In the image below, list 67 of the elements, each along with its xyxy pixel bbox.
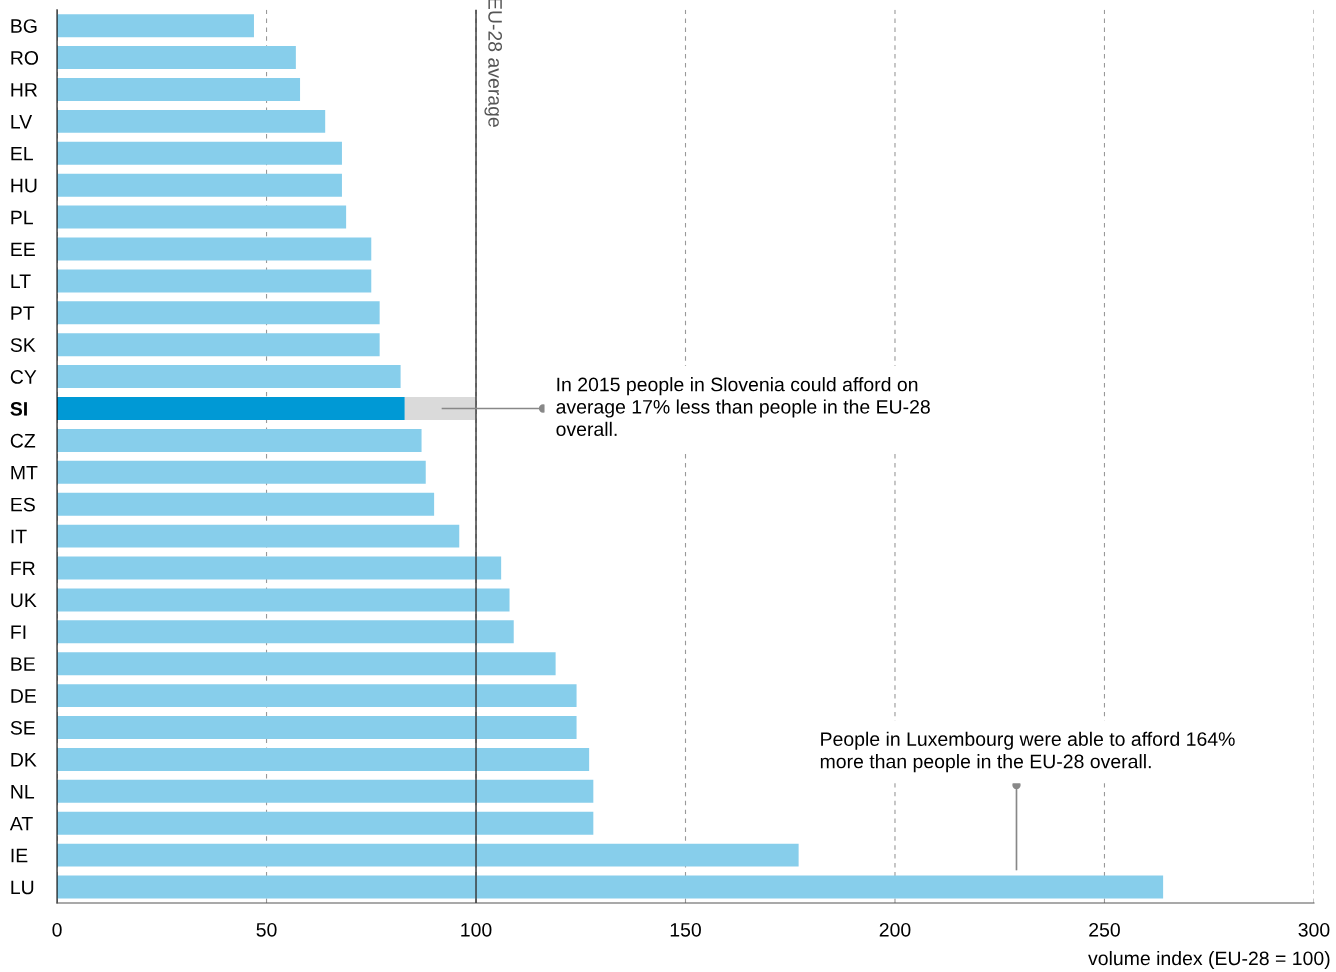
- y-tick-label: IE: [11, 848, 28, 863]
- x-tick-label: 100: [461, 922, 492, 937]
- bar: [57, 875, 1164, 899]
- y-tick-label: AT: [9, 816, 33, 831]
- x-tick-label: 0: [52, 922, 62, 937]
- bar: [57, 301, 380, 325]
- y-tick-label: FI: [11, 625, 26, 639]
- y-tick-label: RO: [11, 51, 39, 65]
- x-tick-label: 200: [879, 922, 911, 937]
- y-tick-label: SI: [10, 401, 27, 416]
- bar: [57, 460, 426, 484]
- bar: [57, 716, 577, 740]
- bar: [57, 524, 460, 548]
- bar: [57, 588, 510, 612]
- y-tick-label: DE: [11, 689, 36, 703]
- y-tick-label: IT: [11, 529, 27, 544]
- y-tick-label: CZ: [10, 433, 36, 448]
- y-tick-label: HR: [11, 83, 38, 97]
- y-tick-label: FR: [11, 561, 35, 576]
- y-tick-label: PT: [11, 306, 35, 320]
- y-tick-label: BG: [11, 19, 37, 33]
- y-tick-label: LT: [11, 274, 31, 288]
- bar: [57, 492, 435, 516]
- bar: [57, 77, 301, 101]
- bar: [57, 365, 401, 389]
- y-tick-label: HU: [11, 178, 37, 193]
- y-tick-label: BE: [11, 657, 35, 671]
- y-tick-label: SK: [10, 338, 36, 352]
- y-tick-label: LV: [11, 115, 33, 129]
- y-tick-label: LU: [11, 880, 34, 895]
- bar: [57, 428, 422, 452]
- y-tick-label: SE: [10, 720, 35, 735]
- bar: [57, 652, 556, 676]
- bar: [57, 684, 577, 708]
- bar: [57, 747, 590, 771]
- bar: [57, 556, 502, 580]
- y-tick-label: DK: [11, 753, 37, 767]
- bar: [57, 109, 326, 133]
- bar: [57, 811, 594, 835]
- y-tick-label: UK: [11, 593, 37, 608]
- y-tick-label: EL: [11, 146, 33, 161]
- bar: [57, 843, 799, 867]
- bar: [57, 779, 594, 803]
- y-tick-label: MT: [11, 465, 38, 480]
- bar: [404, 397, 477, 420]
- bar: [57, 173, 342, 197]
- bar: [57, 237, 372, 261]
- bar: [57, 397, 405, 420]
- bar: [57, 141, 342, 165]
- x-tick-label: 50: [256, 922, 277, 937]
- y-tick-label: NL: [11, 785, 35, 799]
- bar: [57, 333, 380, 357]
- y-tick-label: ES: [11, 497, 35, 512]
- y-tick-label: CY: [10, 370, 37, 384]
- x-tick-label: 150: [670, 922, 701, 937]
- x-tick-label: 300: [1298, 922, 1330, 937]
- y-tick-label: PL: [11, 210, 33, 225]
- bar: [57, 46, 296, 70]
- bar: [57, 14, 254, 38]
- annotation: People in Luxembourg were able to afford 164% more than people in the EU-28 overall.: [820, 731, 1235, 773]
- bar: [57, 269, 372, 293]
- x-axis-title: volume index (EU-28 = 100): [1088, 950, 1330, 970]
- x-tick-label: 250: [1089, 922, 1120, 937]
- bar: [57, 205, 347, 229]
- annotation: In 2015 people in Slovenia could afford on average 17% less than people in the EU-28 overall.: [556, 377, 930, 437]
- y-tick-label: EE: [11, 242, 35, 257]
- bar: [57, 620, 514, 644]
